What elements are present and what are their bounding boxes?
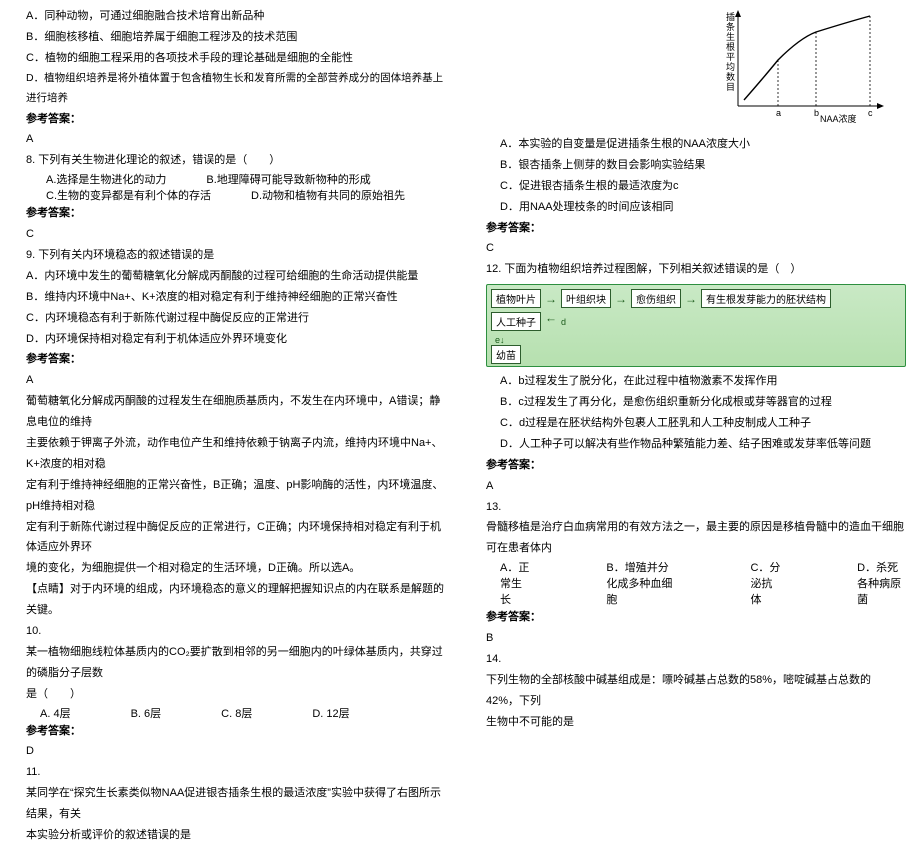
left-column: A．同种动物，可通过细胞融合技术培育出新品种 B．细胞核移植、细胞培养属于细胞工… bbox=[0, 0, 460, 651]
q9-option-b: B．维持内环境中Na+、K+浓度的相对稳定有利于维持神经细胞的正常兴奋性 bbox=[26, 287, 444, 308]
answer-13: B bbox=[486, 628, 904, 649]
q9-option-d: D．内环境保持相对稳定有利于机体适应外界环境变化 bbox=[26, 329, 444, 350]
q12-stem: 12. 下面为植物组织培养过程图解，下列相关叙述错误的是（ ） bbox=[486, 259, 904, 280]
naa-chart: a b c NAA浓度 插 条 生 根 平 均 数 目 bbox=[720, 4, 890, 124]
q14-stem-2: 生物中不可能的是 bbox=[486, 712, 904, 733]
q11-option-a: A．本实验的自变量是促进插条生根的NAA浓度大小 bbox=[486, 134, 904, 155]
q13-option-c: C．分泌抗体 bbox=[750, 559, 781, 607]
tip-line: 【点睛】对于内环境的组成，内环境稳态的意义的理解把握知识点的内在联系是解题的关键… bbox=[26, 579, 444, 621]
q11-option-c: C．促进银杏插条生根的最适浓度为c bbox=[486, 176, 904, 197]
answer-label-12: 参考答案： bbox=[486, 455, 904, 476]
q11-stem-2: 本实验分析或评价的叙述错误的是 bbox=[26, 825, 444, 846]
explain-line-5: 境的变化，为细胞提供一个相对稳定的生活环境，D正确。所以选A。 bbox=[26, 558, 444, 579]
x-label: NAA浓度 bbox=[820, 113, 857, 124]
answer-label-10: 参考答案： bbox=[26, 721, 444, 742]
q11-number: 11. bbox=[26, 762, 444, 783]
answer-10: D bbox=[26, 741, 444, 762]
q13-option-b: B．增殖并分化成多种血细胞 bbox=[606, 559, 674, 607]
answer-label-13: 参考答案： bbox=[486, 607, 904, 628]
arrow-e-label: e↓ bbox=[491, 335, 505, 345]
arrow-d: → bbox=[545, 315, 557, 329]
node-4: 有生根发芽能力的胚状结构 bbox=[701, 289, 831, 308]
svg-text:目: 目 bbox=[726, 82, 735, 92]
q7-option-c: C．植物的细胞工程采用的各项技术手段的理论基础是细胞的全能性 bbox=[26, 48, 444, 69]
q10-stem-1: 某一植物细胞线粒体基质内的CO₂要扩散到相邻的另一细胞内的叶绿体基质内，共穿过的… bbox=[26, 642, 444, 684]
answer-label-11: 参考答案： bbox=[486, 218, 904, 239]
y-label-1: 插 bbox=[726, 11, 735, 22]
node-2: 叶组织块 bbox=[561, 289, 611, 308]
q9-option-a: A．内环境中发生的葡萄糖氧化分解成丙酮酸的过程可给细胞的生命活动提供能量 bbox=[26, 266, 444, 287]
node-6: 幼苗 bbox=[491, 345, 521, 364]
q9-stem: 9. 下列有关内环境稳态的叙述错误的是 bbox=[26, 245, 444, 266]
q7-option-d: D．植物组织培养是将外植体置于包含植物生长和发育所需的全部营养成分的固体培养基上… bbox=[26, 69, 444, 109]
arrow-a: → bbox=[545, 292, 557, 306]
q13-option-d: D．杀死各种病原菌 bbox=[857, 559, 904, 607]
q13-number: 13. bbox=[486, 497, 904, 518]
q11-option-b: B．银杏插条上侧芽的数目会影响实验结果 bbox=[486, 155, 904, 176]
q10-option-c: C. 8层 bbox=[221, 705, 252, 721]
q7-option-a: A．同种动物，可通过细胞融合技术培育出新品种 bbox=[26, 6, 444, 27]
q9-option-c: C．内环境稳态有利于新陈代谢过程中酶促反应的正常进行 bbox=[26, 308, 444, 329]
svg-text:条: 条 bbox=[726, 21, 735, 32]
q10-option-d: D. 12层 bbox=[312, 705, 349, 721]
q10-stem-2: 是（ ） bbox=[26, 684, 444, 705]
right-column: a b c NAA浓度 插 条 生 根 平 均 数 目 A．本实验的自变量是促进… bbox=[460, 0, 920, 651]
svg-text:均: 均 bbox=[726, 61, 735, 72]
answer-11: C bbox=[486, 238, 904, 259]
node-3: 愈伤组织 bbox=[631, 289, 681, 308]
answer-label-7: 参考答案： bbox=[26, 109, 444, 130]
q14-number: 14. bbox=[486, 649, 904, 670]
q10-number: 10. bbox=[26, 621, 444, 642]
answer-label-9: 参考答案： bbox=[26, 349, 444, 370]
explain-line-4: 定有利于新陈代谢过程中酶促反应的正常进行，C正确；内环境保持相对稳定有利于机体适… bbox=[26, 517, 444, 559]
svg-text:平: 平 bbox=[726, 52, 735, 62]
node-1: 植物叶片 bbox=[491, 289, 541, 308]
explain-line-3: 定有利于维持神经细胞的正常兴奋性，B正确；温度、pH影响酶的活性，内环境温度、p… bbox=[26, 475, 444, 517]
svg-text:生: 生 bbox=[726, 31, 735, 42]
arrow-d-label: d bbox=[561, 317, 566, 327]
q10-option-a: A. 4层 bbox=[40, 705, 71, 721]
answer-9: A bbox=[26, 370, 444, 391]
answer-12: A bbox=[486, 476, 904, 497]
q13-stem: 骨髓移植是治疗白血病常用的有效方法之一，最主要的原因是移植骨髓中的造血干细胞可在… bbox=[486, 517, 904, 559]
answer-8: C bbox=[26, 224, 444, 245]
q13-option-a: A．正常生长 bbox=[500, 559, 530, 607]
arrow-b: → bbox=[615, 292, 627, 306]
svg-text:数: 数 bbox=[726, 71, 735, 82]
q8-option-c: C.生物的变异都是有利个体的存活 bbox=[46, 187, 211, 203]
q12-option-a: A．b过程发生了脱分化，在此过程中植物激素不发挥作用 bbox=[486, 371, 904, 392]
q8-stem: 8. 下列有关生物进化理论的叙述，错误的是（ ） bbox=[26, 150, 444, 171]
tick-b: b bbox=[814, 108, 819, 118]
q12-option-d: D．人工种子可以解决有些作物品种繁殖能力差、结子困难或发芽率低等问题 bbox=[486, 434, 904, 455]
answer-label-8: 参考答案： bbox=[26, 203, 444, 224]
q12-option-b: B．c过程发生了再分化，是愈伤组织重新分化成根或芽等器官的过程 bbox=[486, 392, 904, 413]
answer-7: A bbox=[26, 129, 444, 150]
q8-option-b: B.地理障碍可能导致新物种的形成 bbox=[206, 171, 370, 187]
svg-text:根: 根 bbox=[726, 41, 735, 52]
q14-stem-1: 下列生物的全部核酸中碱基组成是：嘌呤碱基占总数的58%，嘧啶碱基占总数的42%，… bbox=[486, 670, 904, 712]
q11-option-d: D．用NAA处理枝条的时间应该相同 bbox=[486, 197, 904, 218]
q7-option-b: B．细胞核移植、细胞培养属于细胞工程涉及的技术范围 bbox=[26, 27, 444, 48]
tick-a: a bbox=[776, 108, 781, 118]
arrow-c: → bbox=[685, 292, 697, 306]
q10-option-b: B. 6层 bbox=[131, 705, 162, 721]
node-5: 人工种子 bbox=[491, 312, 541, 331]
q12-option-c: C．d过程是在胚状结构外包裹人工胚乳和人工种皮制成人工种子 bbox=[486, 413, 904, 434]
explain-line-1: 葡萄糖氧化分解成丙酮酸的过程发生在细胞质基质内，不发生在内环境中，A错误；静息电… bbox=[26, 391, 444, 433]
flowchart-box: 植物叶片 → 叶组织块 → 愈伤组织 → 有生根发芽能力的胚状结构 人工种子 →… bbox=[486, 284, 906, 367]
q8-option-d: D.动物和植物有共同的原始祖先 bbox=[251, 187, 405, 203]
explain-line-2: 主要依赖于钾离子外流，动作电位产生和维持依赖于钠离子内流，维持内环境中Na+、K… bbox=[26, 433, 444, 475]
q11-stem-1: 某同学在“探究生长素类似物NAA促进银杏插条生根的最适浓度”实验中获得了右图所示… bbox=[26, 783, 444, 825]
tick-c: c bbox=[868, 108, 873, 118]
q8-option-a: A.选择是生物进化的动力 bbox=[46, 171, 166, 187]
